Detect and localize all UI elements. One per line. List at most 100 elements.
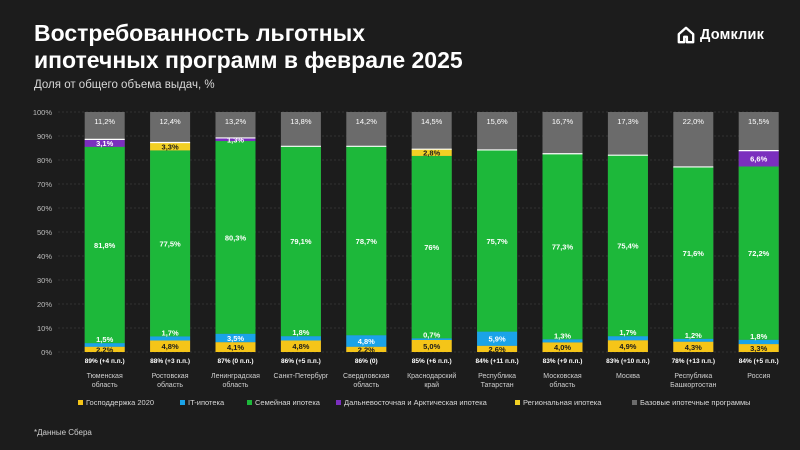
bar-segment-fareast [84, 139, 125, 147]
bar-segment-gov2020 [215, 342, 256, 352]
bar-segment-family [738, 166, 779, 340]
data-label-base: 14,2% [356, 117, 378, 126]
x-tick-label: Республика [478, 372, 516, 380]
data-label-gov2020: 4,0% [554, 343, 571, 352]
data-label-it: 5,9% [489, 335, 506, 344]
total-label: 89% (+4 п.п.) [85, 358, 125, 365]
y-tick-label: 30% [37, 276, 52, 285]
data-label-it: 1,5% [96, 335, 113, 344]
total-label: 84% (+11 п.п.) [476, 358, 519, 365]
bar-segment-it [411, 338, 452, 340]
data-label-family: 77,3% [552, 243, 574, 252]
data-label-base: 22,0% [683, 117, 705, 126]
y-tick-label: 20% [37, 300, 52, 309]
y-tick-label: 10% [37, 324, 52, 333]
page-title: Востребованность льготных ипотечных прог… [34, 20, 463, 74]
legend-label-regional: Региональная ипотека [523, 398, 602, 407]
legend-swatch-fareast [336, 400, 341, 405]
data-label-family: 71,6% [683, 249, 705, 258]
footnote: *Данные Сбера [34, 428, 92, 437]
total-label: 86% (+5 п.п.) [281, 358, 321, 365]
total-label: 86% (0) [355, 358, 378, 365]
total-label: 87% (0 п.п.) [217, 358, 253, 365]
legend-label-gov2020: Господдержка 2020 [86, 398, 154, 407]
x-tick-label: область [92, 381, 118, 389]
bar-segment-it [607, 336, 648, 341]
data-label-base: 11,2% [94, 117, 115, 126]
data-label-it: 1,2% [685, 331, 702, 340]
data-label-it: 1,8% [292, 328, 309, 337]
house-logo-icon [677, 26, 695, 44]
data-label-base: 12,4% [159, 117, 181, 126]
data-label-gov2020: 4,1% [227, 343, 244, 352]
data-label-family: 77,5% [159, 239, 181, 248]
chart-subtitle: Доля от общего объема выдач, % [34, 79, 215, 91]
data-label-family: 79,1% [290, 237, 312, 246]
x-tick-label: область [223, 381, 249, 389]
logo-text: Домклик [700, 27, 765, 43]
data-label-gov2020: 2,6% [489, 345, 506, 354]
x-tick-label: Тюменская [87, 373, 123, 380]
x-tick-label: Свердловская [343, 373, 390, 380]
data-label-regional: 3,3% [162, 142, 179, 151]
bar-segment-fareast [738, 150, 779, 167]
y-tick-label: 90% [37, 132, 52, 141]
bar-segment-family [673, 166, 714, 339]
stacked-bar-chart: 0%10%20%30%40%50%60%70%80%90%100%2,2%1,5… [33, 108, 779, 407]
data-label-gov2020: 5,0% [423, 342, 440, 351]
data-label-gov2020: 3,3% [750, 344, 767, 353]
bar-segment-family [346, 146, 387, 336]
data-label-base: 16,7% [552, 117, 574, 126]
bar-segment-family [150, 150, 191, 337]
bar-segment-it [84, 343, 125, 347]
data-label-base: 15,6% [486, 117, 508, 126]
legend-swatch-it [180, 400, 185, 405]
total-label: 83% (+9 п.п.) [543, 358, 583, 365]
total-label: 84% (+5 п.п.) [739, 358, 779, 365]
x-tick-label: Краснодарский [407, 372, 456, 380]
total-label: 88% (+3 п.п.) [150, 358, 190, 365]
data-label-base: 13,8% [290, 117, 312, 126]
legend-label-base: Базовые ипотечные программы [640, 398, 751, 407]
data-label-fareast: 1,3% [227, 135, 244, 144]
y-tick-label: 50% [37, 228, 52, 237]
y-tick-label: 70% [37, 180, 52, 189]
legend-swatch-base [632, 400, 637, 405]
y-tick-label: 80% [37, 156, 52, 165]
bar-segment-family [280, 146, 321, 337]
data-label-fareast: 3,1% [96, 139, 113, 148]
title-line-2: ипотечных программ в феврале 2025 [34, 47, 463, 73]
total-label: 85% (+6 п.п.) [412, 358, 452, 365]
bar-segment-gov2020 [280, 340, 321, 352]
bar-segment-it [738, 339, 779, 345]
bar-segment-family [411, 155, 452, 339]
title-line-1: Востребованность льготных [34, 20, 366, 46]
data-label-family: 81,8% [94, 241, 116, 250]
bar-segment-fareast [215, 137, 256, 142]
bar-segment-family [607, 155, 648, 337]
data-label-family: 80,3% [225, 233, 247, 242]
bar-segment-gov2020 [607, 340, 648, 352]
data-label-base: 15,5% [748, 117, 770, 126]
bar-segment-family [215, 141, 256, 334]
data-label-it: 4,8% [358, 337, 375, 346]
data-label-it: 0,7% [423, 330, 440, 339]
data-label-it: 1,7% [619, 328, 636, 337]
bar-segment-it [542, 339, 583, 343]
y-tick-label: 100% [33, 108, 53, 117]
bar-segment-family [477, 149, 518, 332]
data-label-it: 1,7% [162, 328, 179, 337]
data-label-gov2020: 4,9% [619, 342, 636, 351]
data-label-fareast: 6,6% [750, 155, 767, 164]
data-label-family: 78,7% [356, 237, 378, 246]
legend-label-fareast: Дальневосточная и Арктическая ипотека [344, 398, 488, 407]
x-tick-label: Ростовская [152, 373, 189, 380]
y-tick-label: 0% [41, 348, 52, 357]
domclick-logo: Домклик [677, 26, 764, 44]
x-tick-label: Москва [616, 373, 640, 380]
legend-label-family: Семейная ипотека [255, 398, 321, 407]
legend-swatch-gov2020 [78, 400, 83, 405]
data-label-it: 1,3% [554, 331, 571, 340]
data-label-base: 14,5% [421, 117, 443, 126]
bar-segment-it [477, 331, 518, 346]
